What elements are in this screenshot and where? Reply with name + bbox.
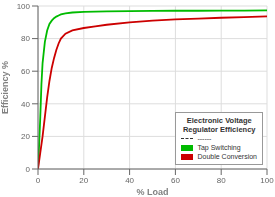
svg-text:60: 60 (171, 176, 180, 185)
svg-text:0: 0 (26, 165, 31, 174)
svg-text:100: 100 (17, 2, 31, 11)
svg-text:100: 100 (260, 176, 267, 185)
svg-text:80: 80 (217, 176, 226, 185)
svg-text:40: 40 (125, 176, 134, 185)
html-text:Tap Switching: Tap Switching (197, 144, 241, 151)
svg-text:% Load: % Load (136, 187, 168, 197)
svg-text:40: 40 (21, 100, 30, 109)
html-text:Electronic Voltage: Electronic Voltage (186, 116, 252, 125)
svg-text:80: 80 (21, 34, 30, 43)
svg-text:20: 20 (79, 176, 88, 185)
svg-text:Efficiency %: Efficiency % (8, 61, 10, 114)
svg-text:60: 60 (21, 67, 30, 76)
html-text:Regulator Efficiency: Regulator Efficiency (183, 125, 256, 134)
svg-text:0: 0 (36, 176, 41, 185)
svg-text:20: 20 (21, 132, 30, 141)
html-text:Double Conversion: Double Conversion (197, 153, 257, 160)
